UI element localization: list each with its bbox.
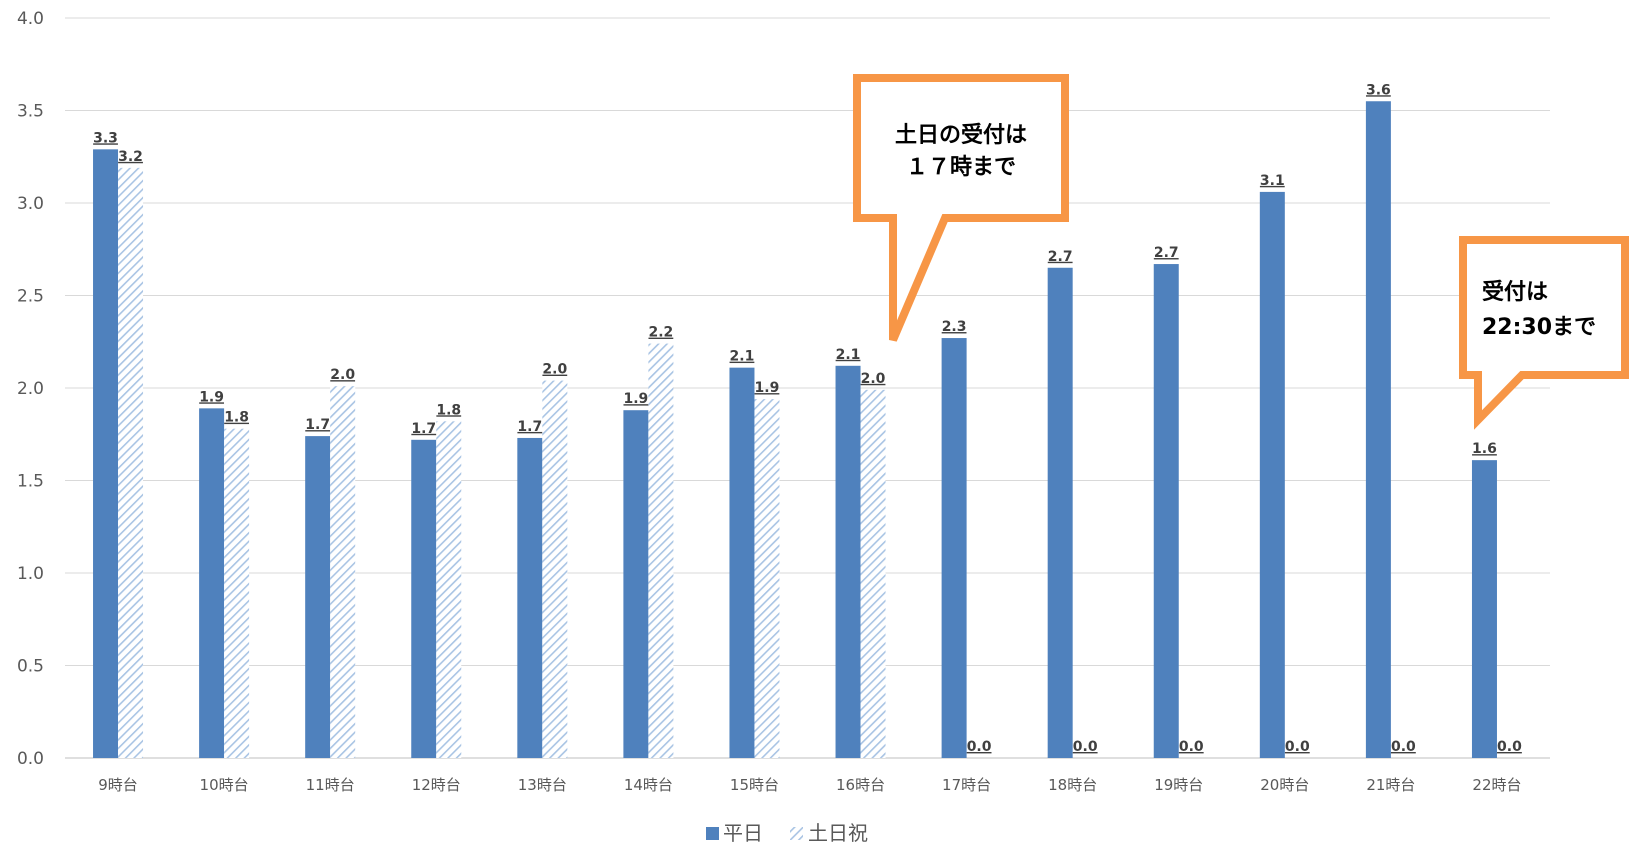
x-tick-label: 14時台 [624,776,673,794]
data-label-weekend: 3.2 [118,149,143,165]
data-label-weekday: 3.6 [1366,82,1391,98]
y-tick-label: 0.5 [17,657,44,677]
x-tick-label: 15時台 [730,776,779,794]
data-label-weekday: 1.6 [1472,441,1497,457]
bar-weekend [118,167,144,759]
callout-weekday-hours-line-2: 22:30まで [1482,315,1596,340]
x-tick-label: 22時台 [1472,776,1521,794]
callout-weekend-hours-line-1: 土日の受付は [895,122,1027,148]
x-tick-label: 10時台 [200,776,249,794]
bar-weekday [305,436,331,758]
bar-weekend [754,399,780,758]
data-label-weekend: 2.0 [330,367,355,383]
y-tick-label: 2.0 [17,379,44,399]
data-label-weekend: 0.0 [1497,739,1522,755]
data-label-weekday: 2.7 [1154,245,1179,261]
bar-weekend [860,389,886,758]
x-tick-label: 9時台 [98,776,138,794]
y-tick-label: 2.5 [17,287,44,307]
bar-weekday [729,367,755,758]
bar-weekday [623,410,649,758]
bar-weekend [648,343,674,758]
bar-weekday [1047,267,1073,758]
legend-label-weekday: 平日 [723,821,763,845]
bar-weekend [224,428,250,758]
data-label-weekday: 1.7 [517,419,542,435]
data-label-weekend: 0.0 [1391,739,1416,755]
data-labels: 3.33.21.91.8 1.72.01.71.81.72.01.92.22.11… [93,82,1522,755]
bar-weekday [835,365,861,758]
callout-weekend-hours-shape [853,74,1069,342]
data-label-weekend: 1.8 [224,410,249,426]
y-tick-label: 0.0 [17,749,44,769]
x-tick-label: 18時台 [1048,776,1097,794]
data-label-weekday: 1.9 [623,391,648,407]
callout-weekday-hours-line-1: 受付は [1482,279,1548,305]
data-label-weekday: 2.1 [836,347,861,363]
data-label-weekend: 1.9 [755,380,780,396]
legend-swatch-weekday [706,827,719,840]
x-tick-label: 17時台 [942,776,991,794]
x-axis-categories: 9時台 10時台 11時台 12時台 13時台 14時台 15時台 16時台 17時台 18時台 1… [98,776,1521,794]
data-label-weekday: 2.1 [730,349,755,365]
x-tick-label: 19時台 [1154,776,1203,794]
data-label-weekend: 0.0 [967,739,992,755]
data-label-weekend: 0.0 [1179,739,1204,755]
data-label-weekend: 0.0 [1073,739,1098,755]
bar-weekend [542,380,568,758]
data-label-weekend: 0.0 [1285,739,1310,755]
data-label-weekday: 1.7 [411,421,436,437]
data-label-weekday: 3.1 [1260,173,1285,189]
bar-weekday [93,149,119,759]
gridlines [65,17,1550,759]
bar-weekday [1471,460,1497,758]
x-tick-label: 20時台 [1260,776,1309,794]
bar-weekday [199,408,225,758]
x-tick-label: 16時台 [836,776,885,794]
bar-weekday [1259,191,1285,758]
callout-weekend-hours: 土日の受付は １７時まで [853,74,1069,342]
bar-weekend [330,386,356,758]
callout-weekday-hours-shape [1459,236,1629,430]
x-tick-label: 21時台 [1366,776,1415,794]
data-label-weekend: 2.0 [861,371,886,387]
data-label-weekend: 2.0 [542,362,567,378]
legend-swatch-weekend [790,827,803,840]
callout-weekend-hours-line-2: １７時まで [906,155,1016,180]
y-tick-label: 3.0 [17,194,44,214]
bar-weekday [517,437,543,758]
bar-weekday [411,439,437,758]
bar-weekday [1365,101,1391,758]
bar-weekday [1153,264,1179,758]
data-label-weekday: 1.9 [199,389,224,405]
y-tick-label: 3.5 [17,102,44,122]
data-label-weekend: 2.2 [648,325,673,341]
legend-label-weekend: 土日祝 [808,821,868,845]
data-label-weekday: 2.3 [942,319,967,335]
data-label-weekday: 2.7 [1048,249,1073,265]
y-axis-ticks: 0.0 0.5 1.0 1.5 2.0 2.5 3.0 3.5 4.0 [17,9,44,769]
data-label-weekend: 1.8 [436,402,461,418]
x-tick-label: 11時台 [306,776,355,794]
bar-weekend [436,421,462,758]
callout-weekday-hours: 受付は 22:30まで [1459,236,1629,430]
legend: 平日 土日祝 [706,821,868,845]
y-tick-label: 1.0 [17,564,44,584]
x-tick-label: 13時台 [518,776,567,794]
data-label-weekday: 1.7 [305,417,330,433]
bar-weekday [941,338,967,758]
bars [93,101,1497,759]
x-tick-label: 12時台 [412,776,461,794]
y-tick-label: 4.0 [17,9,44,29]
data-label-weekday: 3.3 [93,130,118,146]
y-tick-label: 1.5 [17,472,44,492]
